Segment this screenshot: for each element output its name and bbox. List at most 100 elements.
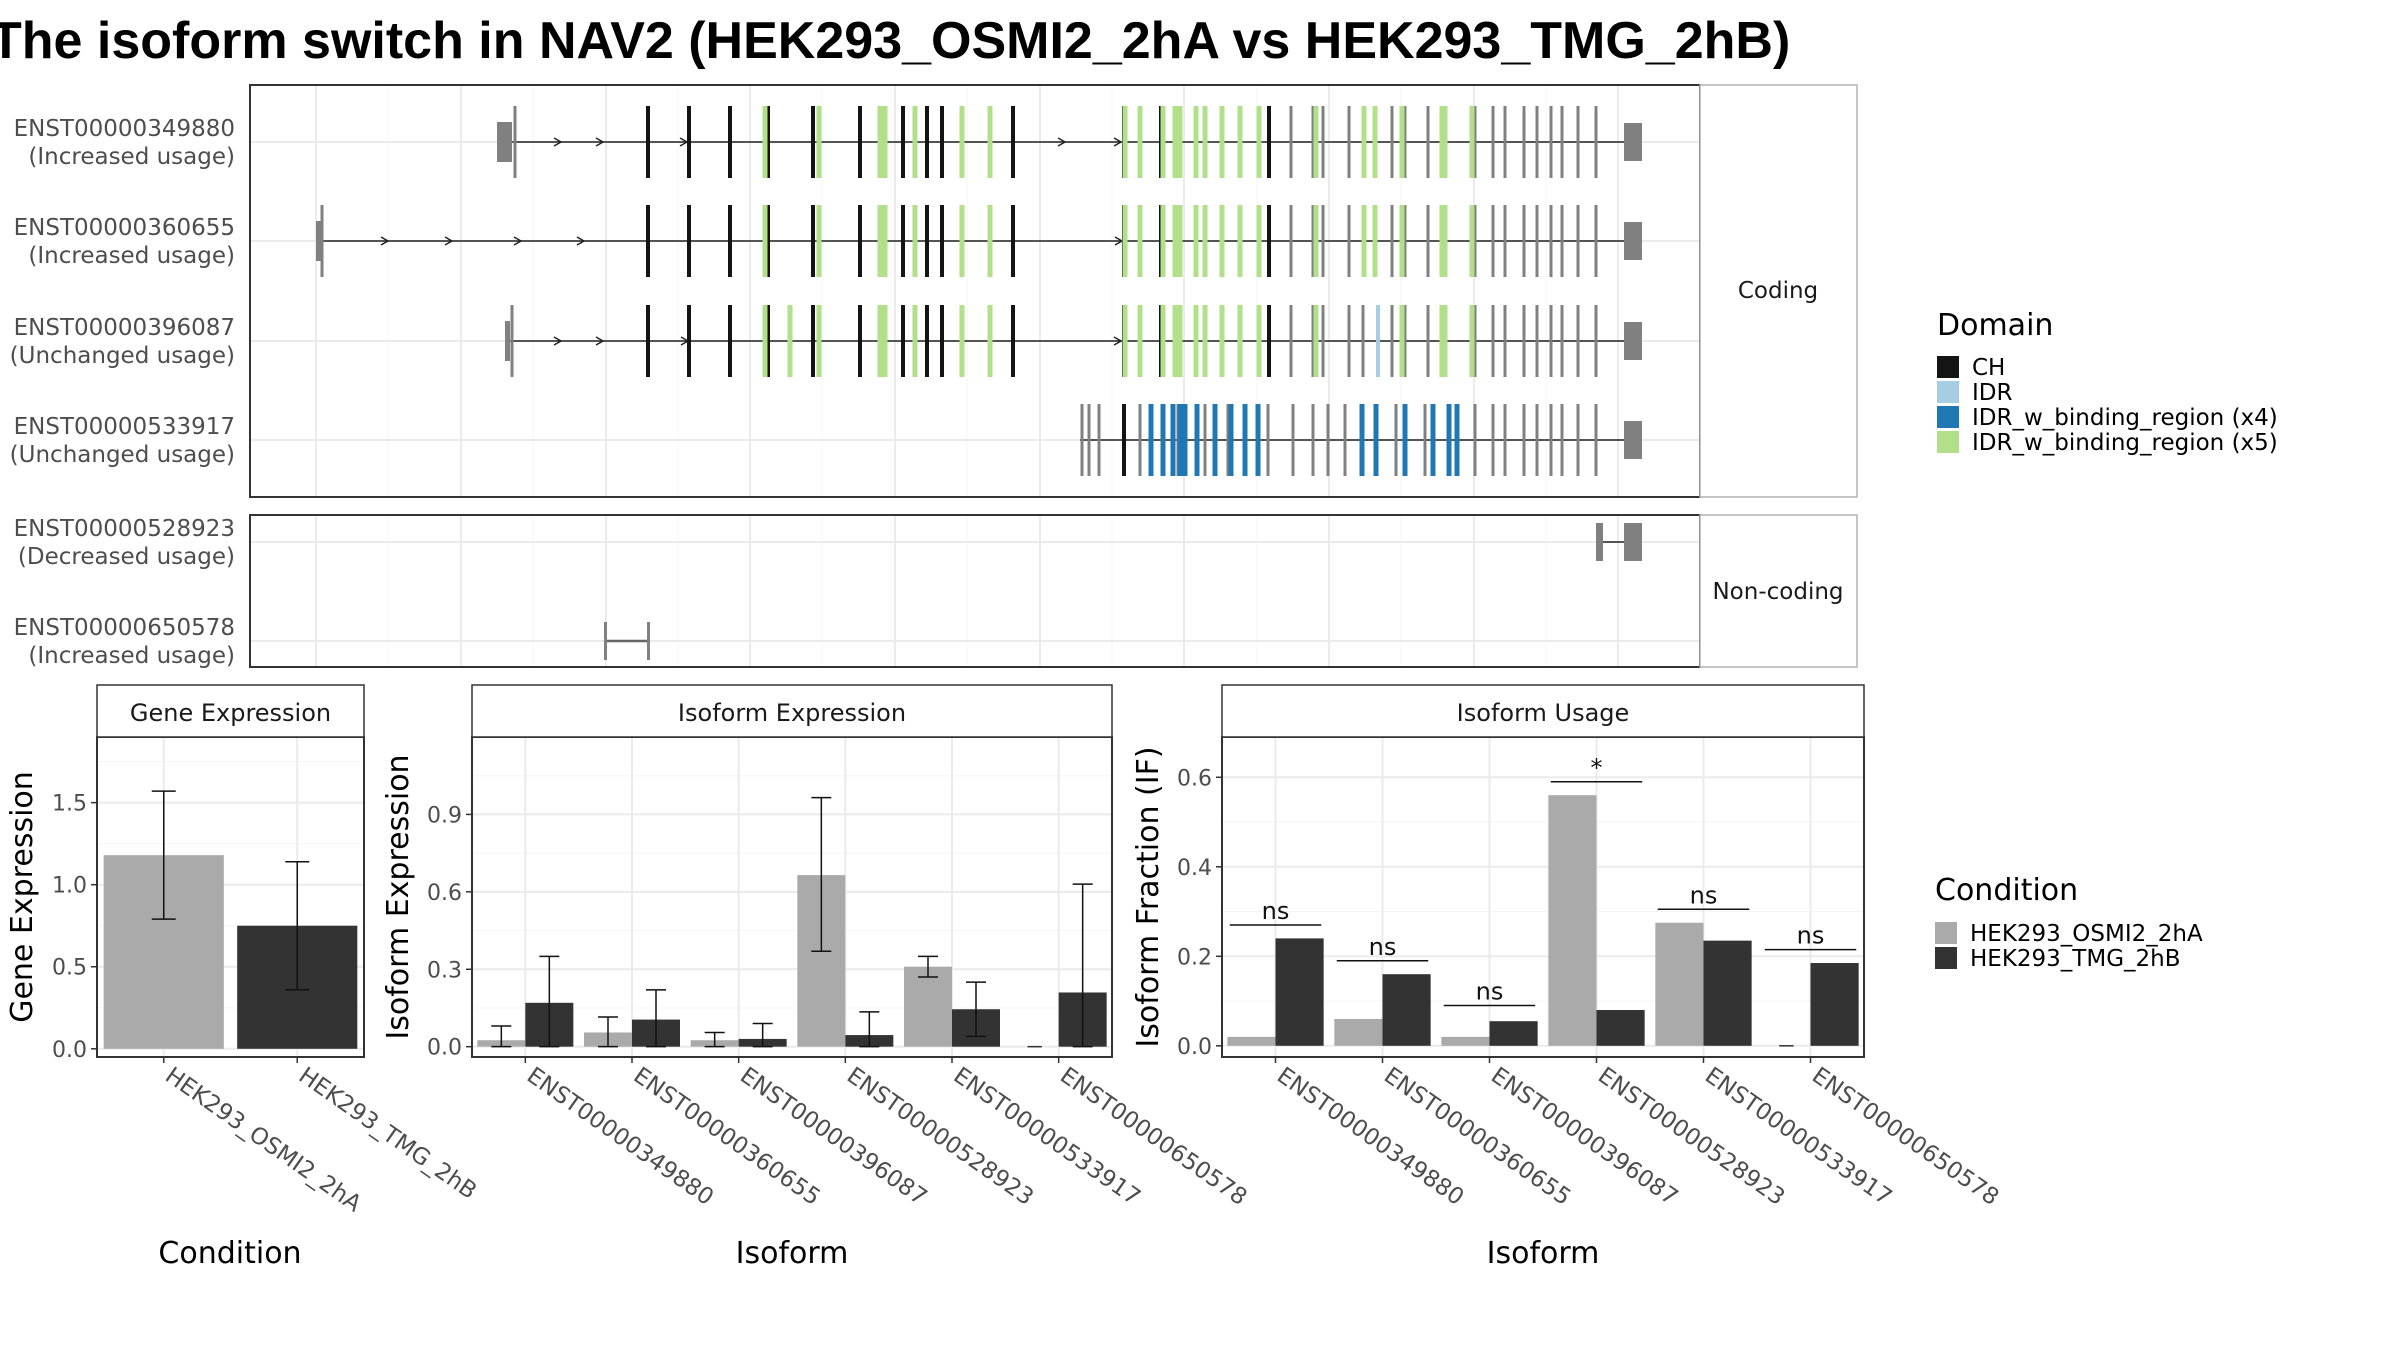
exon-gray <box>1522 305 1526 377</box>
x-tick-label: ENST00000349880 <box>522 1063 718 1211</box>
exon-ch <box>811 305 815 377</box>
exon-idr-binding-x5 <box>787 305 793 377</box>
exon-ch <box>940 205 944 277</box>
bar <box>904 966 952 1047</box>
exon-gray <box>1473 404 1477 476</box>
exon-idr-binding-x5 <box>1172 305 1183 377</box>
chart-strip-label: Isoform Expression <box>678 699 906 727</box>
isoform-label-usage: (Increased usage) <box>28 643 235 669</box>
exon-gray <box>1594 205 1598 277</box>
y-axis-title: Isoform Fraction (IF) <box>1131 746 1166 1047</box>
exon-gray <box>1491 205 1495 277</box>
legend-domain-swatch <box>1937 381 1959 403</box>
exon-gray <box>1491 404 1495 476</box>
exon-gray <box>1560 205 1564 277</box>
exon-ch <box>687 205 691 277</box>
significance-label: ns <box>1369 933 1397 961</box>
exon-idr-binding-x4 <box>1373 404 1379 476</box>
isoform-label-usage: (Unchanged usage) <box>10 343 235 369</box>
exon-idr-binding-x5 <box>762 106 768 178</box>
exon-gray <box>1576 404 1580 476</box>
y-tick-label: 0.4 <box>1177 856 1212 881</box>
exon-idr-binding-x5 <box>1172 106 1183 178</box>
exon-gray <box>1522 404 1526 476</box>
exon-idr-binding-x5 <box>1202 106 1208 178</box>
exon-gray <box>1403 305 1407 377</box>
exon-gray <box>1080 404 1084 476</box>
exon-gray <box>1560 404 1564 476</box>
isoform-label-usage: (Increased usage) <box>28 144 235 170</box>
exon-idr-binding-x5 <box>1399 106 1405 178</box>
exon-gray <box>1403 205 1407 277</box>
exon-idr-binding-x5 <box>877 106 888 178</box>
exon-idr-binding-x4 <box>1194 404 1200 476</box>
utr-exon-end <box>1624 322 1642 360</box>
exon-ch <box>925 305 929 377</box>
x-tick-label: ENST00000650578 <box>1807 1063 2003 1211</box>
exon-ch <box>901 305 905 377</box>
strand-arrow <box>595 137 605 147</box>
exon-idr-binding-x5 <box>987 205 993 277</box>
exon-idr-binding-x5 <box>1256 205 1262 277</box>
exon-gray <box>1266 404 1270 476</box>
exon-ch <box>901 205 905 277</box>
bar <box>1703 940 1752 1046</box>
legend-domain-label: CH <box>1972 355 2005 381</box>
y-tick-label: 1.5 <box>52 792 87 817</box>
exon-ch <box>925 106 929 178</box>
exon-idr <box>1376 305 1380 377</box>
exon-gray <box>1473 305 1477 377</box>
exon-gray <box>1347 106 1351 178</box>
y-tick-label: 0.0 <box>52 1038 87 1063</box>
utr-exon-end <box>1624 523 1642 561</box>
x-axis-title: Isoform <box>736 1236 849 1271</box>
exon-idr-binding-x5 <box>1372 205 1378 277</box>
coding-facet-strip <box>1699 84 1858 498</box>
exon-ch <box>940 305 944 377</box>
exon-gray <box>1594 106 1598 178</box>
chart-panel-background <box>472 737 1112 1057</box>
exon-gray <box>1343 404 1347 476</box>
exon-idr-binding-x5 <box>1237 106 1243 178</box>
exon-idr-binding-x4 <box>1212 404 1218 476</box>
exon-idr-binding-x5 <box>1313 305 1319 377</box>
exon-ch <box>766 305 770 377</box>
x-tick-label: ENST00000533917 <box>1700 1063 1896 1211</box>
legend-domain-title: Domain <box>1937 308 2053 343</box>
isoform-label-usage: (Unchanged usage) <box>10 442 235 468</box>
utr-exon <box>497 122 512 162</box>
exon-gray <box>647 622 650 660</box>
legend-condition-title: Condition <box>1935 873 2078 908</box>
strand-arrow <box>553 336 563 346</box>
utr-exon-end <box>1624 222 1642 260</box>
y-axis-title: Isoform Expression <box>381 754 416 1039</box>
exon-idr-binding-x5 <box>1237 305 1243 377</box>
exon-gray <box>1535 205 1539 277</box>
bar <box>1275 938 1324 1046</box>
exon-idr-binding-x5 <box>1313 205 1319 277</box>
exon-idr-binding-x5 <box>1137 106 1143 178</box>
exon-gray <box>1311 205 1315 277</box>
x-axis-title: Isoform <box>1487 1236 1600 1271</box>
strand-arrow <box>576 236 586 246</box>
exon-idr-binding-x5 <box>1469 106 1475 178</box>
y-tick-label: 0.2 <box>1177 945 1212 970</box>
exon-gray <box>1426 106 1430 178</box>
x-tick-label: ENST00000396087 <box>1486 1063 1682 1211</box>
exon-idr-binding-x5 <box>912 205 918 277</box>
legend-domain-label: IDR_w_binding_region (x4) <box>1972 405 2278 431</box>
exon-gray <box>510 305 514 377</box>
legend-domain-label: IDR_w_binding_region (x5) <box>1972 430 2278 456</box>
bar <box>1548 795 1597 1046</box>
x-tick-label: ENST00000360655 <box>1379 1063 1575 1211</box>
exon-ch <box>646 205 650 277</box>
strand-arrow <box>1113 336 1123 346</box>
exon-gray <box>604 622 607 660</box>
plot-title: The isoform switch in NAV2 (HEK293_OSMI2… <box>0 12 1790 70</box>
exon-gray <box>1426 205 1430 277</box>
exon-idr-binding-x5 <box>1441 205 1447 277</box>
exon-ch <box>1267 305 1271 377</box>
coding-transcript-tracks <box>316 106 1642 476</box>
